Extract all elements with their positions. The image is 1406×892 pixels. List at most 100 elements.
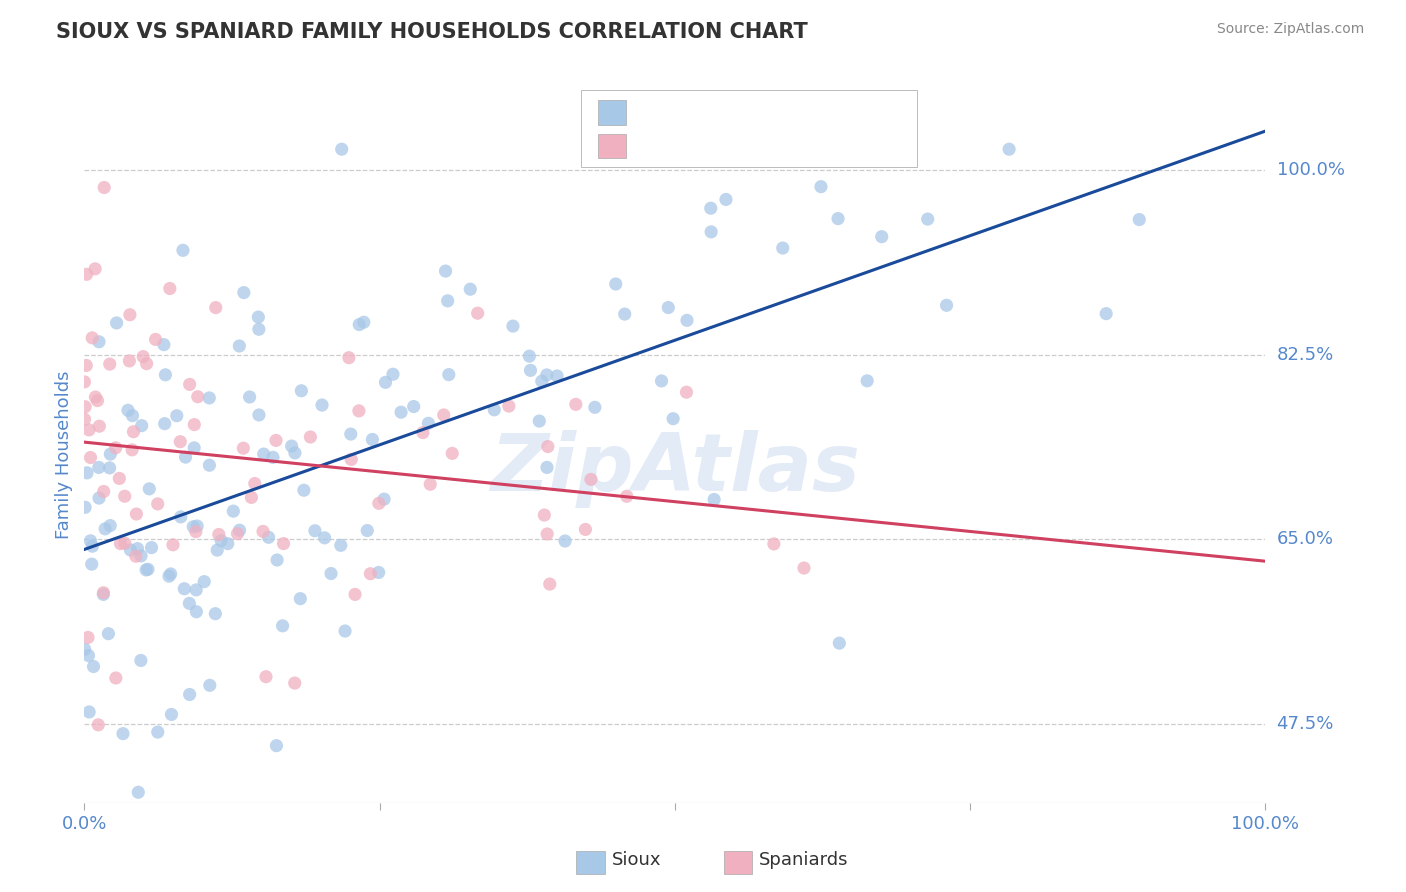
Text: Sioux: Sioux (612, 851, 661, 869)
Point (772, 241, 794, 255)
Point (84, 261, 107, 276)
Point (284, 446, 307, 460)
Point (536, 368, 558, 382)
Point (292, 483, 315, 498)
Point (132, 350, 155, 364)
Point (114, 536, 136, 550)
Text: R = 0.141: R = 0.141 (637, 136, 731, 155)
Point (97, 626, 120, 640)
Point (179, 688, 201, 702)
Point (186, 519, 208, 533)
Point (166, 409, 188, 423)
Point (117, 403, 139, 417)
Point (84, 390, 107, 404)
Point (125, 549, 148, 564)
Point (280, 439, 302, 453)
Point (344, 587, 367, 601)
Point (162, 538, 184, 552)
Point (198, 458, 221, 473)
Point (77, 423, 100, 437)
Point (714, 193, 737, 207)
Point (181, 520, 204, 534)
Point (136, 562, 159, 576)
Point (87, 491, 110, 505)
Point (271, 619, 294, 633)
Point (262, 450, 284, 465)
Point (153, 337, 176, 351)
Point (127, 785, 149, 799)
Point (87, 334, 110, 349)
Point (636, 142, 658, 156)
Point (98, 357, 121, 371)
Point (273, 536, 295, 550)
Point (314, 531, 336, 545)
Point (546, 368, 568, 383)
Point (122, 425, 145, 439)
Point (529, 414, 551, 428)
Point (662, 411, 685, 425)
Point (266, 739, 288, 753)
Point (82, 331, 104, 345)
Point (89, 419, 111, 434)
Point (187, 390, 209, 404)
Text: Spaniards: Spaniards (759, 851, 849, 869)
Point (290, 591, 312, 606)
Point (77, 705, 100, 719)
Text: R = 0.510: R = 0.510 (637, 103, 731, 122)
Point (484, 402, 506, 417)
Point (257, 530, 280, 544)
Point (418, 417, 440, 431)
Point (917, 212, 939, 227)
Point (232, 285, 254, 300)
Point (75, 359, 97, 373)
Point (538, 577, 561, 591)
Point (172, 244, 194, 258)
Point (73, 412, 96, 426)
Point (530, 374, 553, 388)
Point (239, 390, 262, 404)
Point (135, 357, 157, 371)
Point (1128, 212, 1150, 227)
Point (762, 537, 785, 551)
Point (127, 541, 149, 556)
Point (243, 476, 266, 491)
Point (183, 417, 205, 432)
Point (356, 524, 378, 538)
Point (434, 264, 457, 278)
Point (155, 368, 177, 382)
Point (104, 441, 127, 455)
Point (340, 452, 363, 467)
Point (138, 482, 160, 496)
Point (186, 582, 208, 597)
Point (93, 180, 115, 194)
Point (247, 322, 270, 336)
Point (179, 377, 201, 392)
Point (118, 354, 141, 368)
Point (129, 653, 152, 667)
Point (141, 541, 163, 555)
Point (347, 318, 370, 332)
Point (77, 648, 100, 663)
Point (299, 430, 322, 444)
Point (565, 397, 588, 411)
Point (700, 201, 723, 215)
Point (87, 460, 110, 475)
Point (353, 315, 375, 329)
Point (458, 282, 481, 296)
Point (77, 631, 100, 645)
Point (533, 508, 555, 522)
Point (330, 142, 353, 156)
Point (121, 409, 143, 423)
Point (519, 349, 541, 363)
Point (810, 179, 832, 194)
Point (337, 351, 360, 365)
Point (382, 368, 405, 382)
Point (217, 536, 239, 550)
Point (228, 523, 250, 537)
Point (536, 460, 558, 475)
Point (208, 527, 231, 541)
Point (650, 374, 672, 388)
Point (498, 399, 520, 413)
Text: Source: ZipAtlas.com: Source: ZipAtlas.com (1216, 22, 1364, 37)
Point (198, 678, 221, 692)
